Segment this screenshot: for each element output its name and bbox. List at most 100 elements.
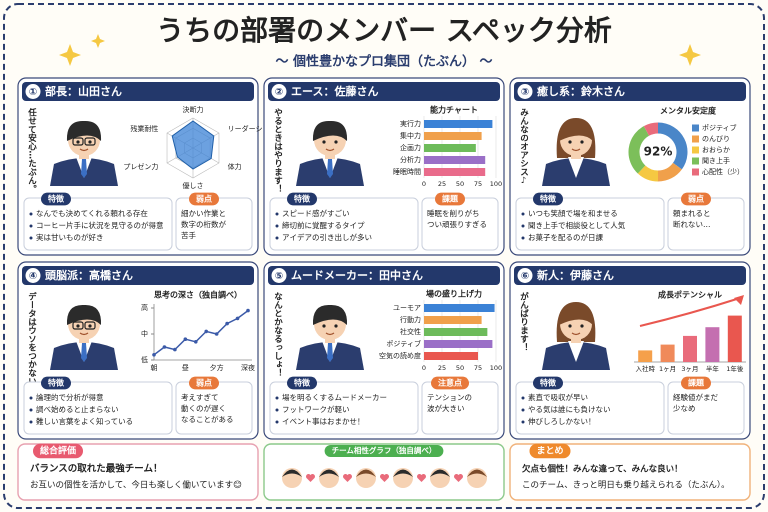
heading-pill [41,376,71,390]
point [183,337,188,342]
bullet [521,396,525,400]
bar-label: 分析力 [400,155,421,164]
x-tick-label: 半年 [706,364,720,373]
bar [424,328,488,336]
x-tick-label: 75 [474,180,482,188]
radar-label: 優しさ [183,181,204,190]
chart-title: メンタル安定度 [660,106,717,116]
bar-label: 実行力 [400,119,421,128]
heading-pill [32,443,84,459]
radar-label: 決断力 [183,105,204,114]
team-hair [393,469,413,477]
heading-pill [189,376,219,390]
weak-item: 数字の桁数が [181,219,226,229]
chart-title: 能力チャート [430,105,478,115]
quote: みんなのオアシス♪ [519,108,529,186]
section-heading: まとめ [536,446,563,457]
illustration [327,343,333,362]
radar-label: プレゼン力 [123,162,158,171]
bar [424,304,495,312]
section-heading: 特徴 [294,378,311,388]
bar [424,168,486,176]
feature-item: フットワークが軽い [282,404,350,414]
sparkle [59,44,81,66]
heading-pill [287,192,317,206]
illustration [558,120,594,141]
section-heading: 特徴 [48,194,65,204]
illustration [325,332,335,336]
illustration [580,324,584,328]
heading-pill [431,376,469,390]
illustration [580,140,584,144]
radar-area [171,120,215,170]
badge-circle [517,84,533,99]
weak-item: 考えすぎて [181,392,219,402]
legend-swatch [692,124,699,132]
card-header [514,266,746,285]
feature-item: 締切前に覚醒するタイプ [282,220,365,230]
quote: がんばります！ [519,291,529,351]
bullet [275,408,279,412]
weak-item: 睡眠を削りがち [427,208,480,218]
heading-pill [533,192,563,206]
illustration [568,324,572,328]
radar-label: リーダーシップ [228,124,277,133]
donut-segment [643,122,659,136]
heading-pill [41,192,71,206]
bar [424,352,478,360]
bullet [29,396,33,400]
bar-label: ポジティブ [386,339,421,348]
illustration [72,321,84,330]
quote: データはウソをつかない。 [27,291,37,394]
illustration [334,324,338,328]
point [162,345,167,349]
heading-pill [324,445,444,457]
heading-pill [681,376,711,390]
heading-pill [681,192,711,206]
feature-item: 論理的で分析が得意 [36,392,104,402]
legend-swatch [692,135,699,143]
y-tick-label: 高 [141,303,148,312]
x-tick-label: 25 [438,180,446,188]
illustration [334,140,338,144]
x-tick-label: 深夜 [241,363,255,372]
conclusion-line: このチーム、きっと明日も乗り越えられる（たぶん）。 [522,480,730,491]
section-heading: 特徴 [540,378,557,388]
card-name: ムードメーカー：田中さん [291,268,423,282]
section-heading: 注意点 [438,378,462,388]
bar-label: ユーモア [393,304,421,312]
legend-label: 心配性（少） [702,167,744,176]
donut-segment [657,122,688,170]
illustration [84,321,96,330]
weak-item: 経験値がまだ [673,392,718,402]
card-name: 部長：山田さん [45,84,122,98]
bullet [521,212,525,216]
arrow-head [734,295,744,305]
card-header [268,82,500,101]
point [152,353,156,357]
summary-line: お互いの個性を活かして、今日も楽しく働いています😊 [30,480,242,491]
section-heading: 特徴 [48,378,65,388]
y-tick-label: 低 [141,355,148,364]
section-heading: 課題 [688,378,705,388]
card-badge: ① [29,87,37,98]
heading-pill [287,376,317,390]
illustration [66,304,102,325]
x-tick-label: 100 [490,180,502,188]
legend-label: 聞き上手 [702,156,730,165]
features-box [269,381,419,435]
heart [454,473,463,482]
illustration [571,332,581,336]
feature-item: 伸びしろしかない！ [528,416,596,426]
x-tick-label: 0 [422,180,426,188]
feature-item: 素直で吸収が早い [528,392,588,402]
donut-center: 92% [644,145,673,159]
weak-item: なることがある [181,414,234,424]
feature-item: アイデアの引き出しが多い [282,232,372,242]
weak-item: 頼まれると [673,209,711,218]
legend-swatch [692,146,699,154]
badge-circle [271,268,287,283]
illustration [66,120,102,141]
legend-swatch [692,157,699,165]
card-name: 癒し系：鈴木さん [537,84,625,98]
